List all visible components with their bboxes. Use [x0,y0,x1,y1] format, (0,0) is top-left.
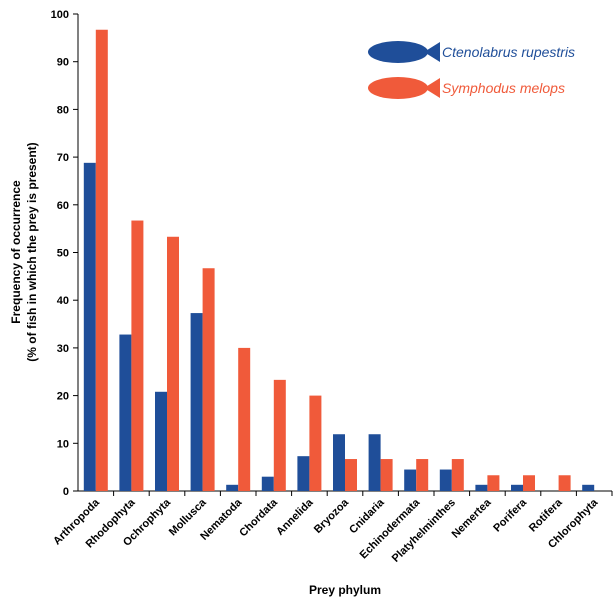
y-tick-label: 50 [57,248,69,260]
bar [451,459,464,491]
bar [511,484,523,491]
bar [380,459,393,491]
bar [345,459,357,491]
bar [333,434,345,491]
legend-icon [424,42,440,62]
bar [202,268,215,491]
bar [238,347,251,491]
bar [439,469,452,491]
y-tick-label: 90 [57,57,69,69]
y-tick-label: 0 [63,486,69,498]
x-tick-label: Chordata [237,496,280,539]
x-tick-label: Porifera [491,496,530,535]
bar [167,236,179,491]
x-tick-label: Nemertea [450,496,495,541]
bar [261,476,274,491]
bar [131,220,144,491]
x-tick-label: Bryozoa [312,496,352,536]
bar [523,475,535,491]
legend-label: Symphodus melops [442,80,565,96]
bar [226,484,239,491]
y-tick-label: 30 [57,343,69,355]
y-tick-label: 80 [57,104,69,116]
x-tick-label: Echinodermata [358,496,423,561]
y-tick-label: 70 [57,152,69,164]
legend-icon [368,41,428,63]
legend-icon [368,77,428,99]
bar [368,434,381,491]
bar [83,162,96,491]
y-tick-label: 20 [57,391,69,403]
x-axis-title: Prey phylum [309,583,381,597]
y-tick-label: 10 [57,438,69,450]
y-tick-label: 40 [57,295,69,307]
legend-icon [424,78,440,98]
bar [475,484,488,491]
legend-label: Ctenolabrus rupestris [442,44,575,60]
y-tick-label: 100 [51,9,69,21]
bar [119,334,132,491]
y-tick-label: 60 [57,200,69,212]
bar [558,475,571,491]
bar [297,456,310,491]
y-axis-title: (% of fish in which the prey is present) [25,142,39,361]
x-tick-label: Annelida [274,496,316,538]
bar [95,29,108,492]
bar [416,459,429,491]
bar [404,469,417,491]
bar [155,391,167,491]
bar [487,475,500,491]
bar [309,395,322,491]
bar [582,484,595,491]
bar [273,379,286,491]
bar [190,313,203,491]
x-tick-label: Platyhelminthes [390,497,458,565]
y-axis-title: Frequency of occurrence [9,180,23,324]
